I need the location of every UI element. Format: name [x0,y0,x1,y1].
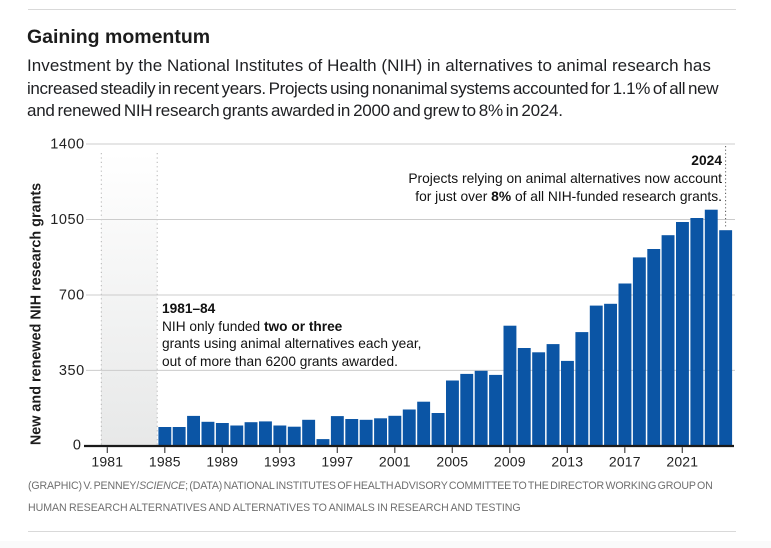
svg-text:2021: 2021 [666,453,698,469]
svg-text:350: 350 [59,363,85,379]
svg-text:1050: 1050 [50,212,84,228]
svg-text:1981: 1981 [91,453,123,469]
svg-text:2013: 2013 [551,453,583,469]
svg-text:700: 700 [59,288,85,304]
svg-text:0: 0 [73,438,82,454]
svg-text:2009: 2009 [494,453,526,469]
svg-text:1997: 1997 [321,453,353,469]
svg-text:New and renewed NIH research g: New and renewed NIH research grants [29,183,45,445]
svg-text:2005: 2005 [436,453,468,469]
svg-text:2001: 2001 [379,453,411,469]
svg-text:1400: 1400 [50,137,84,153]
svg-text:1993: 1993 [264,453,296,469]
svg-text:1985: 1985 [149,453,181,469]
svg-text:2017: 2017 [609,453,641,469]
svg-text:1989: 1989 [206,453,238,469]
